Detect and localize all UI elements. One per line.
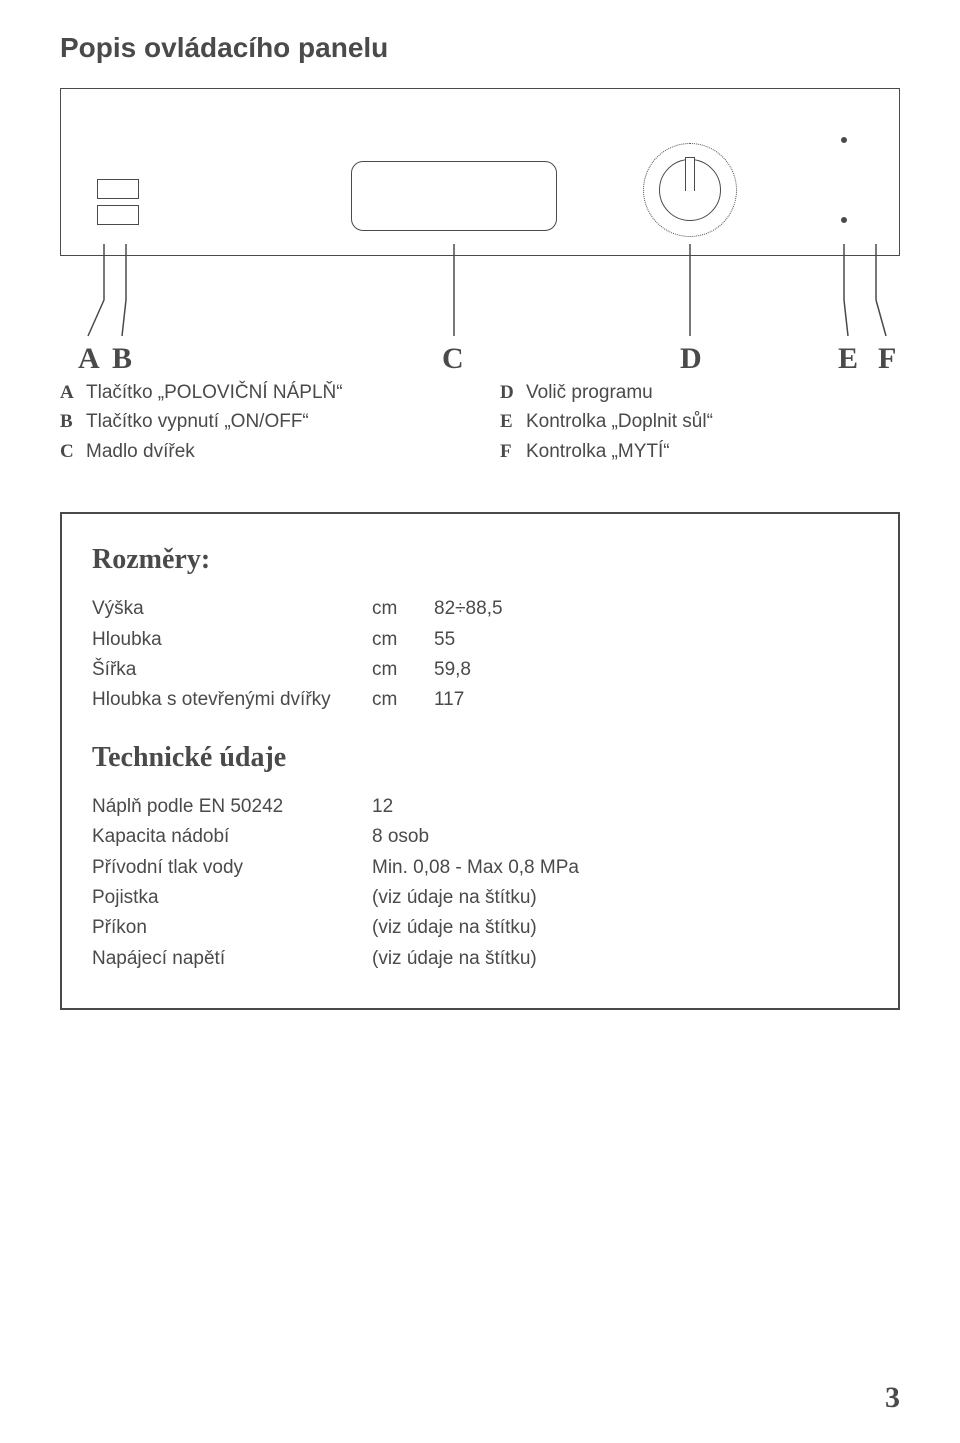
legend-text: Kontrolka „MYTÍ“: [526, 437, 670, 466]
legend-row: FKontrolka „MYTÍ“: [500, 437, 900, 466]
dim-unit: cm: [372, 625, 434, 655]
tech-label: Napájecí napětí: [92, 944, 372, 974]
legend-letter: E: [500, 407, 526, 436]
dim-label: Šířka: [92, 655, 372, 685]
table-row: Pojistka(viz údaje na štítku): [92, 883, 868, 913]
legend-letter: F: [500, 437, 526, 466]
indicator-e-salt: [841, 137, 847, 143]
letter-e: E: [838, 342, 858, 376]
tech-label: Kapacita nádobí: [92, 822, 372, 852]
legend-row: CMadlo dvířek: [60, 437, 460, 466]
specs-box: Rozměry: Výškacm82÷88,5 Hloubkacm55 Šířk…: [60, 512, 900, 1010]
table-row: Příkon(viz údaje na štítku): [92, 913, 868, 943]
tech-value: (viz údaje na štítku): [372, 913, 537, 943]
dim-value: 117: [434, 685, 464, 715]
legend-row: BTlačítko vypnutí „ON/OFF“: [60, 407, 460, 436]
technical-heading: Technické údaje: [92, 742, 868, 774]
legend-text: Tlačítko „POLOVIČNÍ NÁPLŇ“: [86, 378, 343, 407]
dim-value: 55: [434, 625, 455, 655]
table-row: Přívodní tlak vodyMin. 0,08 - Max 0,8 MP…: [92, 853, 868, 883]
control-panel-diagram: [60, 88, 900, 256]
legend-right: DVolič programu EKontrolka „Doplnit sůl“…: [500, 378, 900, 466]
table-row: Hloubkacm55: [92, 625, 868, 655]
technical-table: Náplň podle EN 5024212 Kapacita nádobí8 …: [92, 792, 868, 974]
letter-c: C: [442, 342, 464, 376]
legend-text: Tlačítko vypnutí „ON/OFF“: [86, 407, 309, 436]
letter-f: F: [878, 342, 896, 376]
dimensions-table: Výškacm82÷88,5 Hloubkacm55 Šířkacm59,8 H…: [92, 594, 868, 716]
dim-value: 59,8: [434, 655, 471, 685]
door-handle: [351, 161, 557, 231]
tech-label: Pojistka: [92, 883, 372, 913]
indicator-f-wash: [841, 217, 847, 223]
page-number: 3: [885, 1381, 900, 1415]
table-row: Šířkacm59,8: [92, 655, 868, 685]
letter-a: A: [78, 342, 100, 376]
program-dial: [643, 143, 737, 237]
legend-letter: B: [60, 407, 86, 436]
tech-label: Příkon: [92, 913, 372, 943]
table-row: Napájecí napětí(viz údaje na štítku): [92, 944, 868, 974]
table-row: Náplň podle EN 5024212: [92, 792, 868, 822]
dim-unit: cm: [372, 655, 434, 685]
legend-text: Kontrolka „Doplnit sůl“: [526, 407, 713, 436]
tech-value: 8 osob: [372, 822, 429, 852]
legend: ATlačítko „POLOVIČNÍ NÁPLŇ“ BTlačítko vy…: [60, 378, 900, 466]
dim-unit: cm: [372, 594, 434, 624]
table-row: Kapacita nádobí8 osob: [92, 822, 868, 852]
button-a-half-load: [97, 179, 139, 199]
diagram-letters: A B C D E F: [60, 342, 900, 376]
tech-label: Přívodní tlak vody: [92, 853, 372, 883]
dimensions-heading: Rozměry:: [92, 544, 868, 576]
tech-label: Náplň podle EN 50242: [92, 792, 372, 822]
dim-unit: cm: [372, 685, 434, 715]
button-b-on-off: [97, 205, 139, 225]
letter-d: D: [680, 342, 702, 376]
page-title: Popis ovládacího panelu: [60, 32, 900, 64]
dim-label: Hloubka s otevřenými dvířky: [92, 685, 372, 715]
tech-value: Min. 0,08 - Max 0,8 MPa: [372, 853, 579, 883]
legend-letter: A: [60, 378, 86, 407]
legend-text: Madlo dvířek: [86, 437, 195, 466]
letter-b: B: [112, 342, 132, 376]
legend-letter: D: [500, 378, 526, 407]
table-row: Výškacm82÷88,5: [92, 594, 868, 624]
legend-row: EKontrolka „Doplnit sůl“: [500, 407, 900, 436]
tech-value: (viz údaje na štítku): [372, 883, 537, 913]
legend-letter: C: [60, 437, 86, 466]
dim-value: 82÷88,5: [434, 594, 503, 624]
tech-value: 12: [372, 792, 393, 822]
tech-value: (viz údaje na štítku): [372, 944, 537, 974]
legend-row: ATlačítko „POLOVIČNÍ NÁPLŇ“: [60, 378, 460, 407]
leader-lines: A B C D E F: [60, 256, 900, 376]
dim-label: Výška: [92, 594, 372, 624]
legend-row: DVolič programu: [500, 378, 900, 407]
legend-text: Volič programu: [526, 378, 653, 407]
dim-label: Hloubka: [92, 625, 372, 655]
table-row: Hloubka s otevřenými dvířkycm117: [92, 685, 868, 715]
dial-pointer: [685, 157, 695, 191]
legend-left: ATlačítko „POLOVIČNÍ NÁPLŇ“ BTlačítko vy…: [60, 378, 460, 466]
